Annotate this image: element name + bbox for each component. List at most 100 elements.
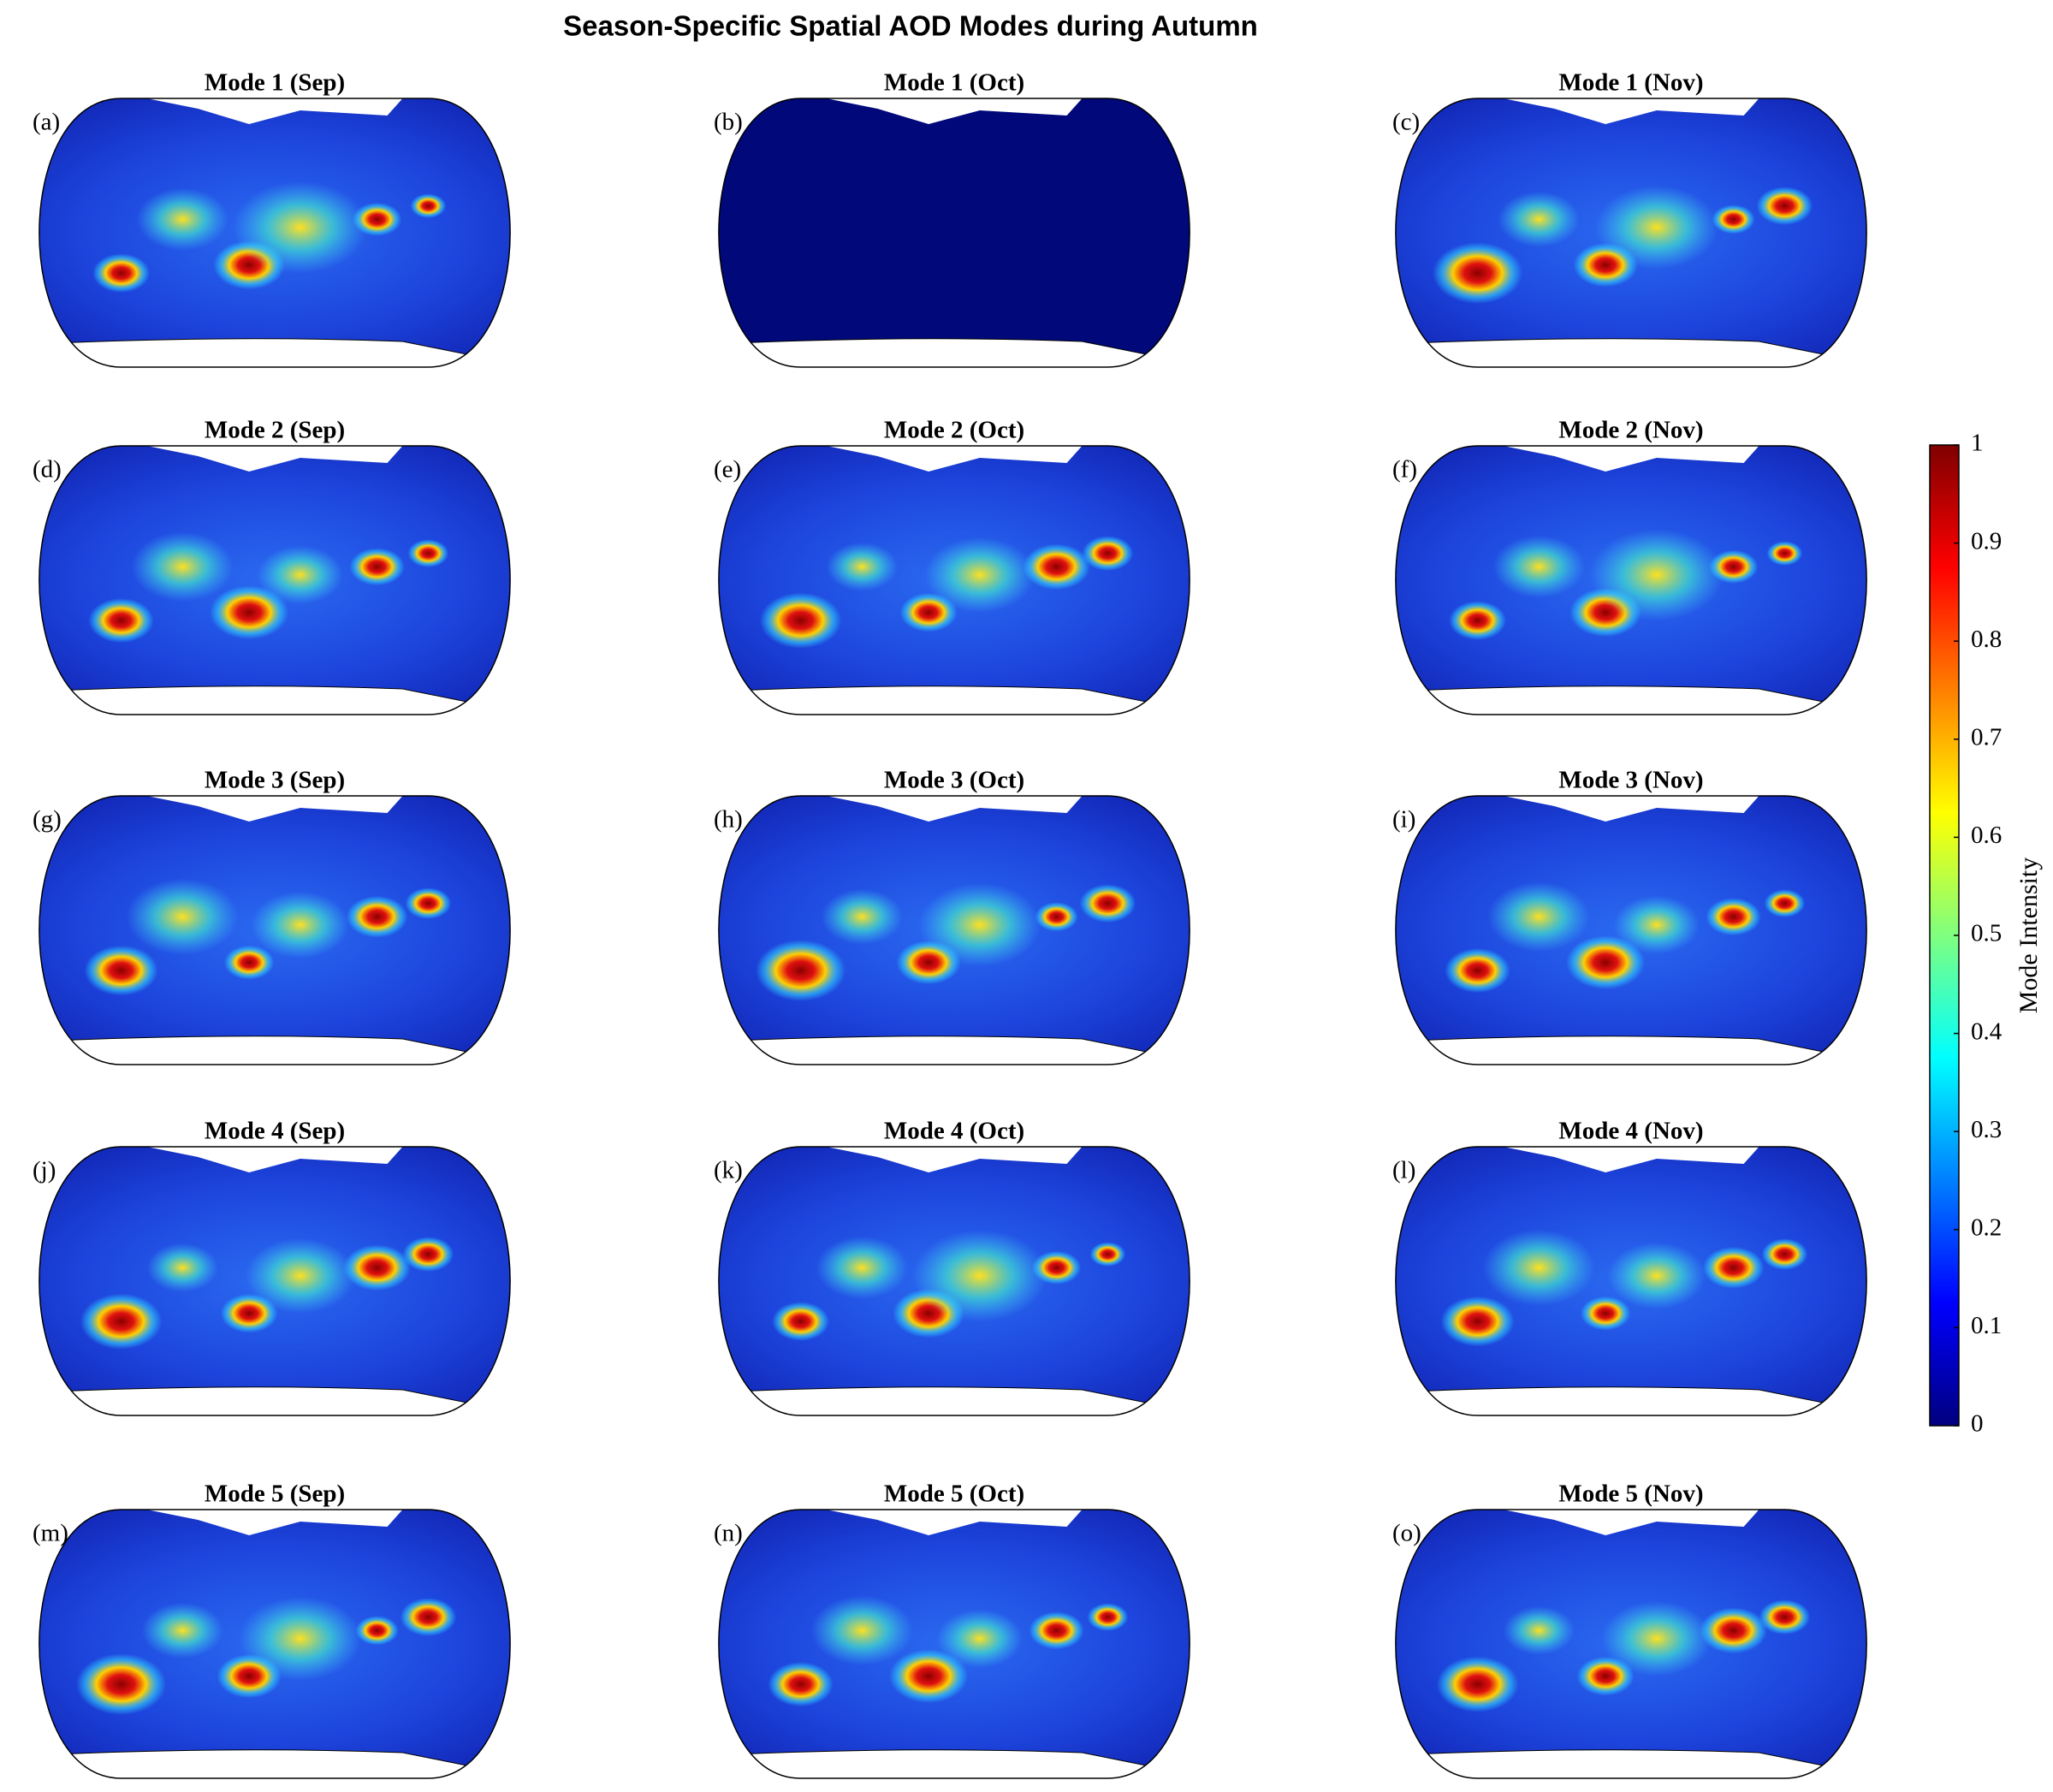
outline bbox=[718, 1509, 1190, 1779]
map-content bbox=[718, 796, 1190, 1065]
outline bbox=[718, 445, 1190, 715]
hotspot bbox=[346, 895, 408, 938]
hotspot bbox=[1588, 528, 1724, 621]
arctic bbox=[1503, 796, 1759, 822]
hotspot bbox=[223, 945, 275, 980]
arctic bbox=[1503, 446, 1759, 472]
map-panel bbox=[39, 1146, 511, 1416]
hotspot bbox=[1595, 185, 1718, 270]
outline bbox=[39, 1146, 511, 1416]
map-content bbox=[1395, 446, 1867, 715]
hotspot bbox=[210, 585, 289, 640]
arctic bbox=[146, 1147, 403, 1172]
hotspot bbox=[1029, 1611, 1084, 1650]
panel-label: (l) bbox=[1392, 1157, 1415, 1184]
hotspot bbox=[816, 1236, 909, 1300]
map-panel bbox=[718, 445, 1190, 715]
hotspot bbox=[1445, 947, 1510, 994]
hotspot bbox=[1487, 881, 1591, 952]
arctic bbox=[826, 1147, 1083, 1172]
panel-title: Mode 3 (Sep) bbox=[205, 767, 345, 794]
hotspot bbox=[768, 1661, 834, 1707]
map-content bbox=[1395, 98, 1867, 367]
hotspot bbox=[1087, 1603, 1129, 1631]
outline bbox=[718, 98, 1190, 368]
antarctica bbox=[1395, 1386, 1867, 1415]
hotspot bbox=[131, 531, 234, 602]
hotspot bbox=[402, 1237, 454, 1273]
arctic bbox=[1503, 98, 1759, 124]
hotspot bbox=[251, 891, 350, 958]
panel-title: Mode 1 (Nov) bbox=[1558, 69, 1703, 97]
panel-title: Mode 4 (Oct) bbox=[884, 1118, 1024, 1145]
map-panel bbox=[1395, 98, 1867, 368]
map-panel bbox=[1395, 795, 1867, 1065]
hotspot bbox=[407, 539, 449, 567]
hotspot bbox=[1764, 889, 1806, 917]
antarctica bbox=[39, 685, 511, 715]
hotspot bbox=[1766, 541, 1803, 566]
antarctica bbox=[39, 1386, 511, 1415]
antarctica bbox=[1395, 1035, 1867, 1065]
arctic bbox=[146, 98, 403, 124]
arctic bbox=[1503, 1510, 1759, 1535]
hotspot bbox=[1761, 1238, 1808, 1270]
colorbar-tick-label: 0 bbox=[1971, 1410, 1984, 1438]
map-content bbox=[39, 446, 511, 715]
outline bbox=[1395, 795, 1867, 1065]
colorbar-tick-label: 0.6 bbox=[1971, 822, 2002, 849]
map-content bbox=[1395, 1510, 1867, 1778]
hotspot bbox=[141, 1602, 224, 1658]
hotspot bbox=[1613, 895, 1700, 955]
map-content bbox=[39, 796, 511, 1065]
map-panel bbox=[39, 1509, 511, 1779]
outline bbox=[1395, 1146, 1867, 1416]
hotspot bbox=[1566, 935, 1646, 990]
hotspot bbox=[810, 1595, 914, 1666]
panel-label: (g) bbox=[33, 806, 62, 834]
panel-title: Mode 1 (Sep) bbox=[205, 69, 345, 97]
map-panel bbox=[1395, 1509, 1867, 1779]
panel-title: Mode 2 (Sep) bbox=[205, 417, 345, 444]
map-content bbox=[718, 446, 1190, 715]
map-content bbox=[718, 1510, 1190, 1778]
map-panel bbox=[39, 445, 511, 715]
outline bbox=[39, 1509, 511, 1779]
panel-label: (o) bbox=[1392, 1520, 1421, 1547]
hotspot bbox=[245, 1237, 356, 1314]
colorbar-tick-label: 0.7 bbox=[1971, 723, 2002, 751]
hotspot bbox=[821, 888, 904, 945]
hotspot bbox=[405, 887, 452, 919]
hotspot bbox=[84, 945, 158, 996]
panel-label: (h) bbox=[714, 806, 743, 834]
panel-label: (e) bbox=[714, 456, 741, 484]
outline bbox=[718, 1146, 1190, 1416]
hotspot bbox=[1436, 1656, 1519, 1712]
hotspot bbox=[1503, 1605, 1575, 1655]
hotspot bbox=[1432, 242, 1523, 305]
colorbar-tick-label: 0.8 bbox=[1971, 626, 2002, 653]
panel-title: Mode 4 (Nov) bbox=[1558, 1118, 1703, 1145]
colorbar-tick-label: 0.9 bbox=[1971, 527, 2002, 555]
hotspot bbox=[889, 1649, 969, 1704]
hotspot bbox=[918, 882, 1041, 967]
antarctica bbox=[718, 685, 1190, 715]
antarctica bbox=[718, 338, 1190, 367]
antarctica bbox=[39, 338, 511, 367]
colorbar-tick-label: 0.1 bbox=[1971, 1312, 2002, 1339]
outline bbox=[718, 795, 1190, 1065]
hotspot bbox=[1089, 1242, 1126, 1267]
hotspot bbox=[1756, 187, 1813, 226]
hotspot bbox=[126, 878, 240, 956]
hotspot bbox=[1449, 601, 1507, 640]
hotspot bbox=[911, 1229, 1047, 1322]
hotspot bbox=[936, 1609, 1024, 1669]
hotspot bbox=[1601, 1600, 1712, 1676]
hotspot bbox=[755, 940, 846, 1002]
panel-label: (m) bbox=[33, 1520, 68, 1547]
panel-label: (b) bbox=[714, 109, 743, 136]
panel-label: (n) bbox=[714, 1520, 743, 1547]
hotspot bbox=[772, 1302, 830, 1341]
outline bbox=[39, 795, 511, 1065]
hotspot bbox=[136, 187, 229, 252]
